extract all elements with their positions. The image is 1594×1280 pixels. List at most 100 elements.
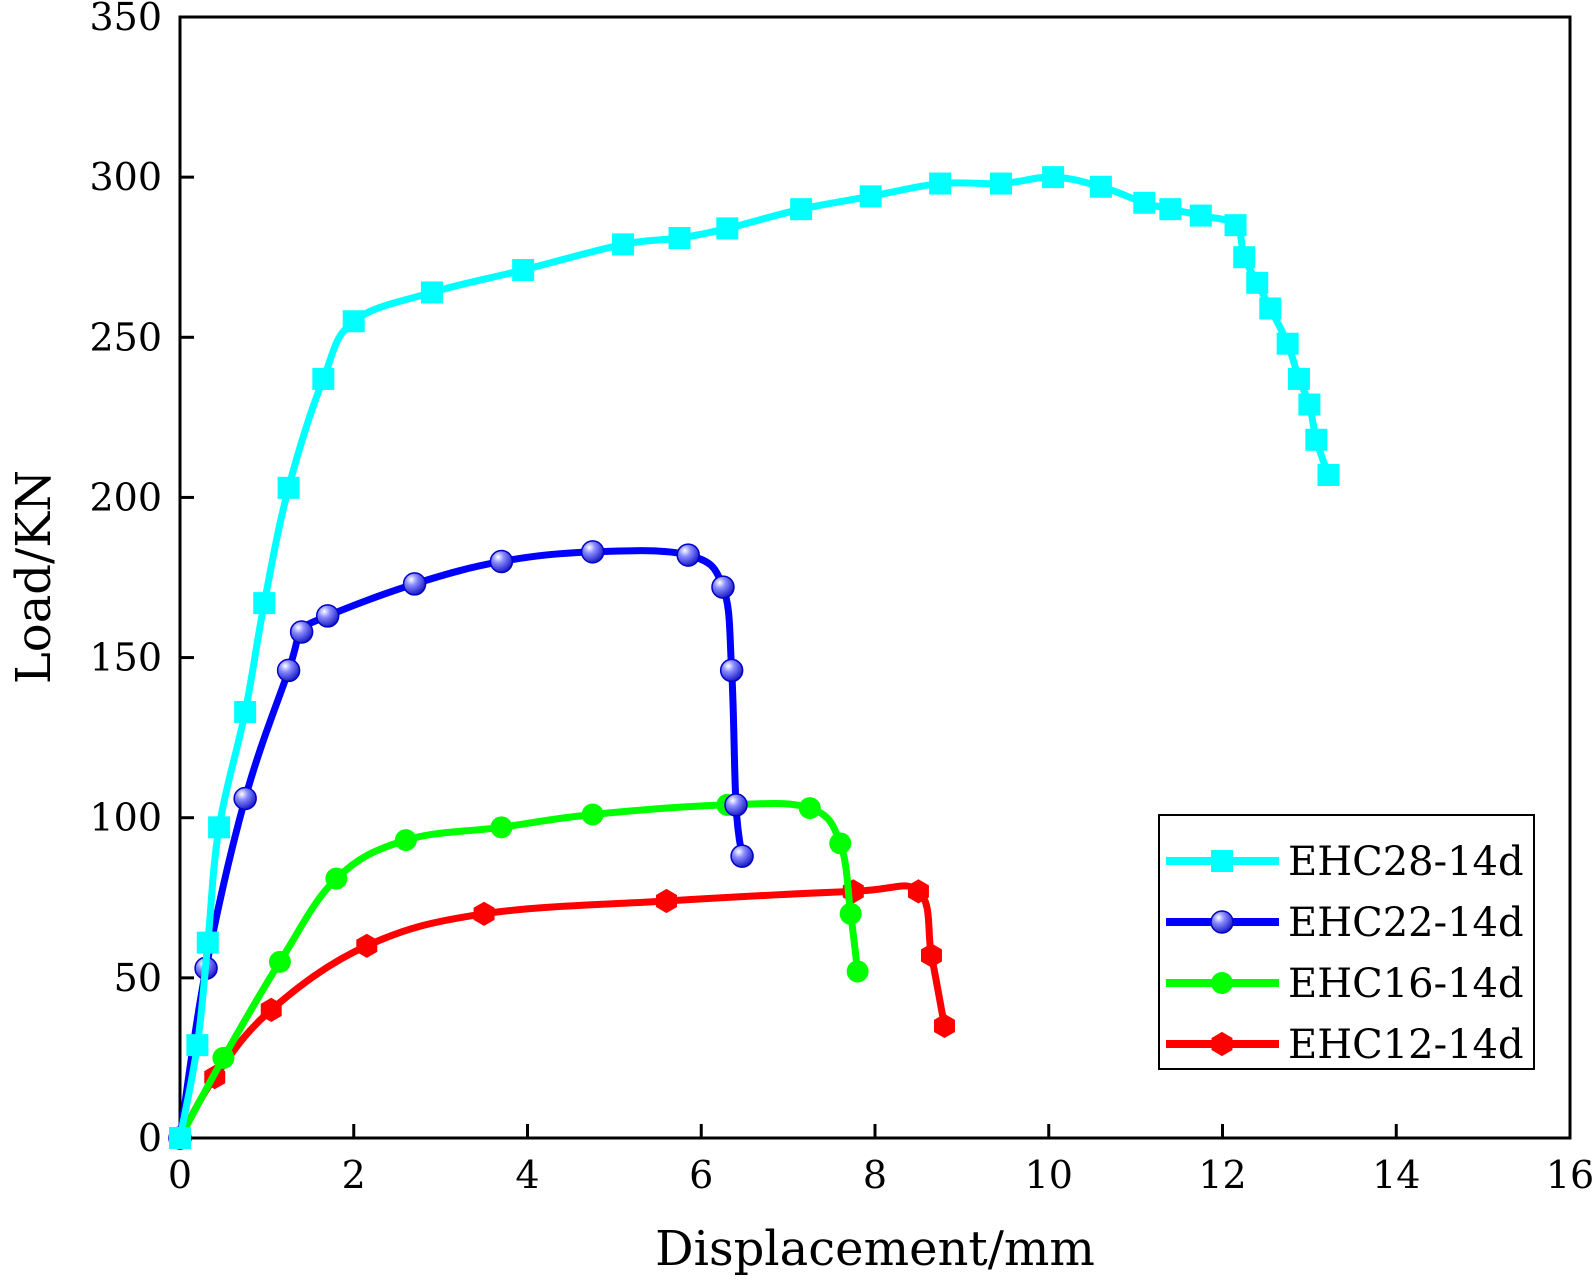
legend-label: EHC12-14d bbox=[1288, 1022, 1524, 1068]
data-point bbox=[277, 476, 300, 499]
y-tick-label: 100 bbox=[89, 796, 162, 840]
data-point bbox=[581, 803, 604, 826]
legend-swatch-marker bbox=[1211, 850, 1233, 872]
data-point bbox=[1159, 198, 1182, 221]
data-point bbox=[233, 786, 257, 811]
data-point bbox=[342, 310, 365, 333]
legend-item: EHC16-14d bbox=[1166, 961, 1524, 1007]
data-point bbox=[489, 549, 514, 574]
data-point bbox=[325, 867, 348, 890]
legend-swatch-marker bbox=[1210, 910, 1234, 934]
data-point bbox=[1305, 428, 1328, 451]
data-point bbox=[1089, 175, 1112, 198]
y-tick-label: 0 bbox=[138, 1116, 162, 1160]
data-point bbox=[989, 172, 1012, 195]
y-tick-label: 200 bbox=[89, 475, 162, 519]
data-point bbox=[1298, 393, 1321, 416]
data-point bbox=[268, 950, 291, 973]
x-tick-label: 14 bbox=[1372, 1153, 1420, 1197]
data-point bbox=[839, 902, 862, 925]
data-point bbox=[253, 592, 276, 615]
data-point bbox=[798, 797, 821, 820]
series-layer bbox=[168, 166, 1340, 1151]
data-point bbox=[490, 816, 513, 839]
data-point bbox=[1259, 297, 1282, 320]
data-point bbox=[711, 575, 735, 599]
data-point bbox=[234, 701, 257, 724]
data-point bbox=[719, 658, 744, 683]
data-point bbox=[1133, 191, 1156, 214]
x-tick-label: 2 bbox=[342, 1153, 366, 1197]
data-point bbox=[212, 1046, 235, 1069]
data-point bbox=[907, 879, 929, 904]
x-tick-label: 16 bbox=[1546, 1153, 1594, 1197]
y-tick-label: 150 bbox=[89, 636, 162, 680]
x-tick-label: 10 bbox=[1025, 1153, 1073, 1197]
series-EHC12-14d bbox=[169, 879, 955, 1151]
data-point bbox=[402, 572, 427, 596]
data-point bbox=[934, 1013, 955, 1038]
data-point bbox=[1224, 214, 1247, 237]
data-point bbox=[289, 620, 314, 644]
data-point bbox=[512, 259, 535, 282]
data-point bbox=[612, 233, 635, 256]
legend-item: EHC28-14d bbox=[1166, 839, 1524, 885]
data-point bbox=[420, 281, 443, 304]
data-point bbox=[276, 658, 301, 683]
y-tick-label: 250 bbox=[89, 315, 162, 359]
data-point bbox=[676, 543, 700, 567]
x-tick-label: 8 bbox=[863, 1153, 887, 1197]
legend-swatch-marker bbox=[1211, 1031, 1233, 1057]
data-point bbox=[473, 901, 495, 926]
series-EHC28-14d bbox=[169, 166, 1340, 1149]
data-point bbox=[580, 540, 605, 564]
series-line bbox=[176, 882, 948, 1142]
data-point bbox=[260, 997, 282, 1022]
data-point bbox=[1317, 464, 1340, 487]
x-tick-label: 0 bbox=[168, 1153, 192, 1197]
data-point bbox=[1189, 204, 1212, 227]
x-tick-label: 12 bbox=[1198, 1153, 1246, 1197]
legend-label: EHC22-14d bbox=[1288, 900, 1524, 946]
data-point bbox=[656, 888, 677, 914]
data-point bbox=[929, 172, 952, 195]
legend-item: EHC22-14d bbox=[1166, 900, 1524, 946]
series-EHC16-14d bbox=[169, 793, 869, 1149]
legend-swatch-marker bbox=[1211, 972, 1233, 994]
y-tick-label: 50 bbox=[114, 956, 162, 1000]
x-axis: 0 2 4 6 8 10 12 14 16 bbox=[168, 1124, 1594, 1197]
data-point bbox=[169, 1127, 191, 1149]
data-point bbox=[1233, 246, 1256, 269]
data-point bbox=[790, 198, 813, 221]
data-point bbox=[196, 931, 219, 954]
data-point bbox=[1287, 367, 1310, 390]
data-point bbox=[1276, 332, 1299, 355]
data-point bbox=[1042, 166, 1065, 189]
data-point bbox=[208, 816, 231, 839]
legend-label: EHC16-14d bbox=[1288, 961, 1524, 1007]
x-tick-label: 4 bbox=[515, 1153, 539, 1197]
x-axis-title: Displacement/mm bbox=[655, 1221, 1095, 1277]
legend-label: EHC28-14d bbox=[1288, 839, 1524, 885]
data-point bbox=[1246, 271, 1269, 294]
legend-item: EHC12-14d bbox=[1166, 1022, 1524, 1068]
legend-items: EHC28-14d EHC22-14d EHC16-14d EHC12-14d bbox=[1166, 839, 1524, 1068]
data-point bbox=[315, 604, 340, 628]
data-point bbox=[394, 829, 417, 852]
data-point bbox=[846, 960, 869, 983]
y-axis: 0 50 100 150 200 250 300 350 bbox=[89, 0, 194, 1160]
y-tick-label: 300 bbox=[89, 155, 162, 199]
data-point bbox=[829, 832, 852, 855]
data-point bbox=[356, 933, 378, 958]
series-line bbox=[176, 547, 746, 1142]
data-point bbox=[920, 943, 942, 968]
y-tick-label: 350 bbox=[89, 0, 162, 39]
data-point bbox=[730, 844, 754, 868]
data-point bbox=[716, 217, 739, 240]
y-axis-title: Load/KN bbox=[6, 470, 62, 684]
x-tick-label: 6 bbox=[689, 1153, 713, 1197]
data-point bbox=[668, 226, 691, 249]
data-point bbox=[724, 793, 748, 817]
legend: EHC28-14d EHC22-14d EHC16-14d EHC12-14d bbox=[1158, 814, 1535, 1070]
